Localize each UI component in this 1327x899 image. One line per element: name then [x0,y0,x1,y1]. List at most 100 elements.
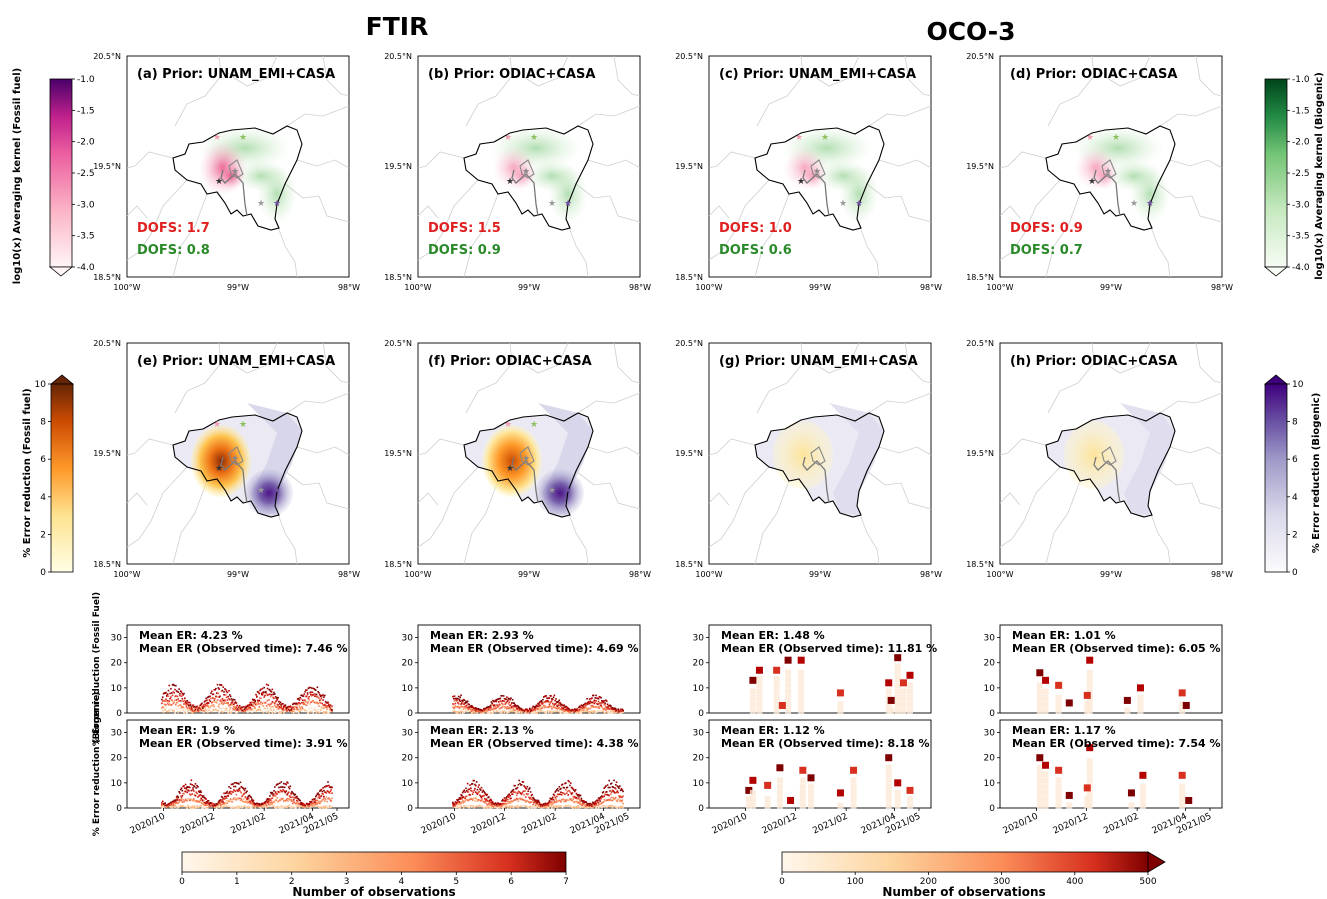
ts-point [186,699,189,702]
ts-point [536,803,538,806]
ts-point [193,706,195,708]
ts-point [224,688,227,691]
ts-point [603,703,606,706]
ts-point [284,709,287,711]
station-star-icon: ★ [506,177,514,187]
ts-point [278,700,280,703]
ts-point [166,700,168,702]
ts-point [224,792,227,795]
ts-point [489,704,492,707]
ts-point [539,704,542,707]
ts-point [560,708,563,711]
ts-point [172,691,175,693]
ts-point [481,798,484,801]
ts-point [785,676,792,683]
ts-point [587,701,590,703]
state-boundary [1159,392,1223,414]
station-star-icon: ★ [215,464,223,474]
ts-point [583,709,586,712]
ts-point [248,800,251,802]
ts-point [269,689,271,691]
ts-point [574,797,577,799]
ts-point [508,800,511,803]
ts-point [502,803,505,806]
ts-point [272,711,274,713]
ts-point [526,710,529,713]
ts-point [575,800,578,803]
ts-point [578,709,580,711]
ts-point [582,704,584,707]
ts-ylabel-fossil: % Error reduction (Fossil Fuel) [92,592,102,746]
ts-point [320,805,323,808]
ts-x-tick-label: 2020/10 [420,812,458,837]
ts-point [538,805,540,807]
ts-point [486,712,489,714]
ts-point [164,704,166,706]
ts-point [186,799,189,802]
ts-point [281,710,283,713]
inner-boundary [802,456,830,504]
ts-point [585,707,588,709]
ts-point [776,802,783,809]
ts-point [219,805,221,807]
ts-point [238,806,241,809]
ts-point [605,800,607,802]
ts-point [1137,694,1144,701]
ts-point [516,798,519,800]
ts-point [807,774,815,782]
ts-point [309,806,311,809]
ts-point [274,795,277,797]
ts-point [472,706,475,709]
ts-point [181,692,184,695]
ts-point [291,708,293,710]
ts-point [529,791,532,793]
ts-point [220,799,222,801]
ts-point [243,789,246,792]
ts-point [517,800,520,803]
ts-point [503,806,506,809]
ts-point [610,708,612,710]
ts-point [496,704,498,706]
ts-point [568,780,570,783]
ts-point [473,806,475,809]
ts-point [569,792,572,794]
ts-point [170,801,172,804]
ts-point [592,701,594,704]
ts-point [544,710,547,713]
ts-point [552,696,555,699]
ts-point [175,703,177,706]
ts-point [533,805,535,807]
ts-point [261,803,264,806]
ts-point [174,800,176,803]
ts-point [248,703,251,706]
ts-point [276,783,279,786]
ts-point [184,790,187,793]
ts-point [258,803,261,805]
lon-tick-label: 99°W [809,570,831,579]
ts-point [587,711,590,714]
ts-point [286,781,288,784]
ts-point [265,710,267,712]
ts-point [502,802,504,805]
ts-point [490,701,493,703]
ts-point [472,709,475,711]
ts-point [837,707,844,714]
ts-point [784,656,792,664]
ts-point [274,801,276,804]
ts-point [252,701,255,704]
ts-point [238,706,240,709]
ts-point [462,708,465,710]
ts-point [170,704,172,707]
ts-point [264,801,266,804]
ts-point [537,710,539,713]
ts-point [206,801,208,803]
ts-point [576,801,579,803]
ts-point [557,704,560,706]
ts-point [613,707,615,709]
ts-point [477,798,480,801]
ts-point [479,789,482,791]
ts-point [457,803,460,806]
ts-point [470,706,473,709]
ts-point [495,802,498,805]
ts-point [206,708,208,711]
